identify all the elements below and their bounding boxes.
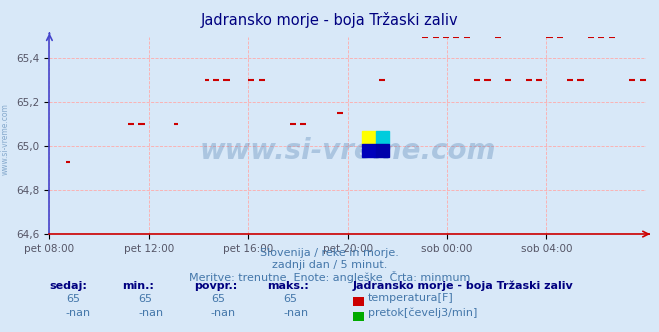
Text: pretok[čevelj3/min]: pretok[čevelj3/min] <box>368 307 477 318</box>
Text: sedaj:: sedaj: <box>49 281 87 291</box>
Text: -nan: -nan <box>211 308 236 318</box>
Bar <box>362 144 376 157</box>
Text: Meritve: trenutne  Enote: angleške  Črta: minmum: Meritve: trenutne Enote: angleške Črta: … <box>189 271 470 283</box>
Text: -nan: -nan <box>66 308 91 318</box>
Text: -nan: -nan <box>283 308 308 318</box>
Text: 65: 65 <box>211 294 225 304</box>
Text: -nan: -nan <box>138 308 163 318</box>
Text: www.si-vreme.com: www.si-vreme.com <box>200 137 496 165</box>
Text: temperatura[F]: temperatura[F] <box>368 293 453 303</box>
Text: 65: 65 <box>283 294 297 304</box>
Text: maks.:: maks.: <box>267 281 308 291</box>
Bar <box>376 144 389 157</box>
Text: Jadransko morje - boja Tržaski zaliv: Jadransko morje - boja Tržaski zaliv <box>353 280 573 291</box>
Text: 65: 65 <box>66 294 80 304</box>
Text: www.si-vreme.com: www.si-vreme.com <box>1 104 10 175</box>
Bar <box>362 131 376 144</box>
Text: min.:: min.: <box>122 281 154 291</box>
Text: 65: 65 <box>138 294 152 304</box>
Text: Jadransko morje - boja Tržaski zaliv: Jadransko morje - boja Tržaski zaliv <box>201 12 458 28</box>
Bar <box>376 131 389 144</box>
Text: zadnji dan / 5 minut.: zadnji dan / 5 minut. <box>272 260 387 270</box>
Text: povpr.:: povpr.: <box>194 281 238 291</box>
Text: Slovenija / reke in morje.: Slovenija / reke in morje. <box>260 248 399 258</box>
